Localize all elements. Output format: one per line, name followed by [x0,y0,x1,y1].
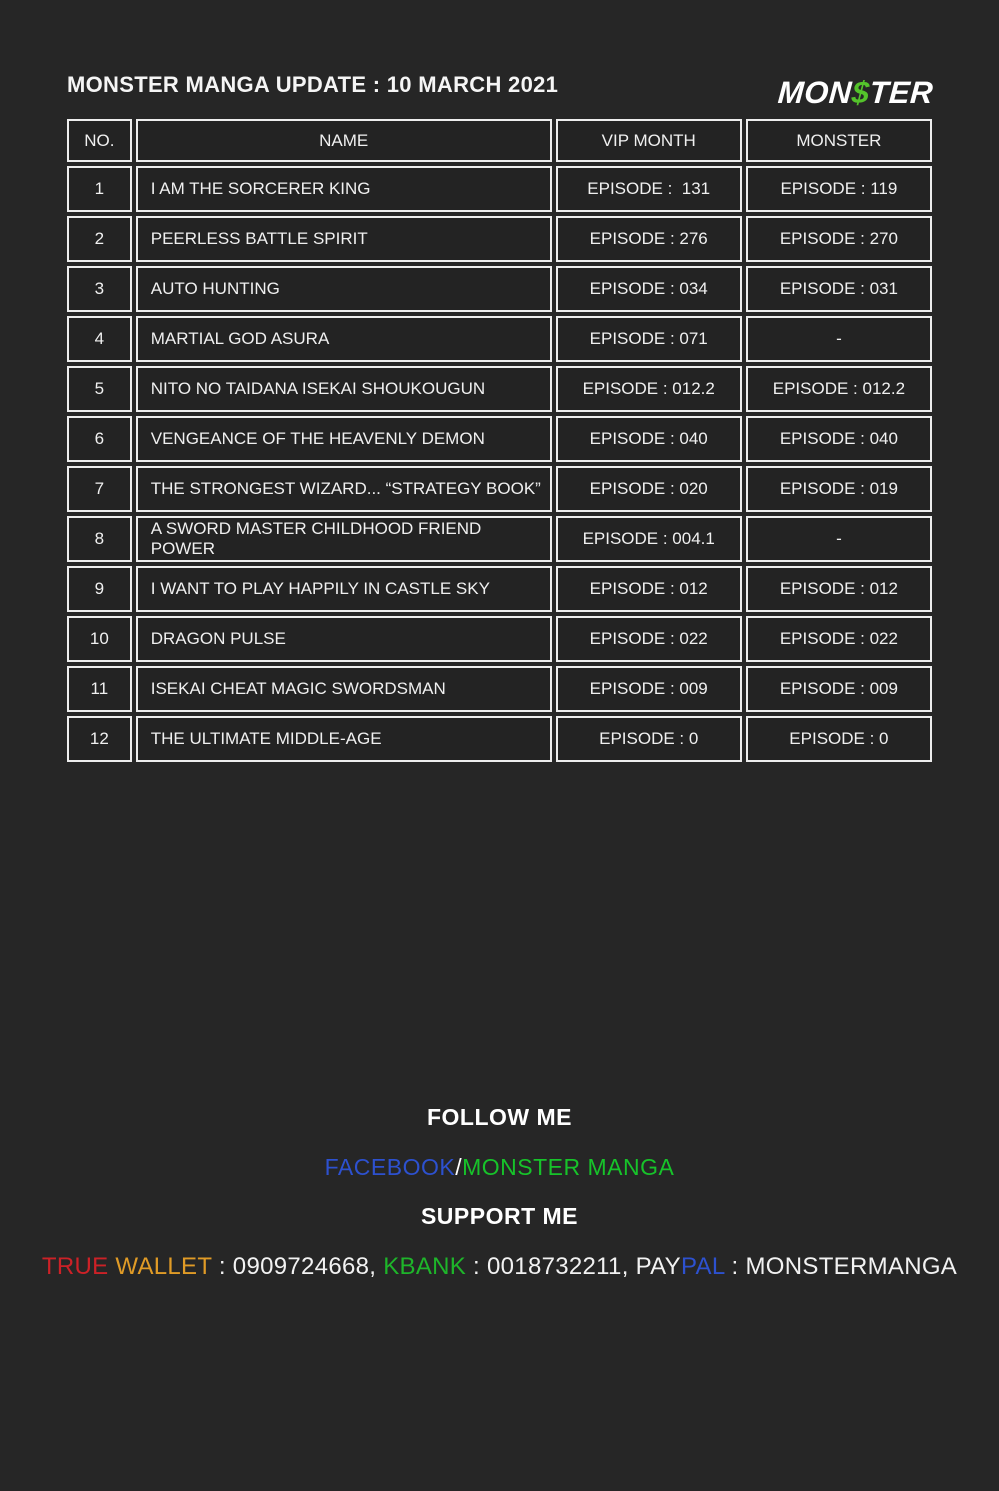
column-header-monster: MONSTER [745,119,932,162]
cell-name: VENGEANCE OF THE HEAVENLY DEMON [135,416,552,462]
table-row: 3 AUTO HUNTING EPISODE : 034 EPISODE : 0… [67,266,932,312]
footer: FOLLOW ME FACEBOOK/MONSTER MANGA SUPPORT… [0,1104,999,1281]
cell-no: 12 [67,716,132,762]
table-row: 4 MARTIAL GOD ASURA EPISODE : 071 - [67,316,932,362]
cell-monster: EPISODE : 119 [745,166,932,212]
cell-vip-month: EPISODE : 040 [555,416,742,462]
cell-monster: - [745,316,932,362]
page-title: MONSTER MANGA UPDATE : 10 MARCH 2021 [67,72,559,97]
table-row: 7 THE STRONGEST WIZARD... “STRATEGY BOOK… [67,466,932,512]
table-row: 8 A SWORD MASTER CHILDHOOD FRIEND POWER … [67,516,932,562]
manga-update-table: NO. NAME VIP MONTH MONSTER 1 I AM THE SO… [63,115,936,766]
cell-name: NITO NO TAIDANA ISEKAI SHOUKOUGUN [135,366,552,412]
cell-monster: EPISODE : 012 [745,566,932,612]
cell-monster: EPISODE : 019 [745,466,932,512]
cell-no: 11 [67,666,132,712]
cell-no: 7 [67,466,132,512]
cell-name: I WANT TO PLAY HAPPILY IN CASTLE SKY [135,566,552,612]
cell-no: 1 [67,166,132,212]
cell-no: 5 [67,366,132,412]
cell-no: 10 [67,616,132,662]
kbank-label: KBANK [383,1253,467,1280]
cell-monster: EPISODE : 040 [745,416,932,462]
cell-vip-month: EPISODE : 0 [555,716,742,762]
column-header-name: NAME [135,119,552,162]
cell-monster: - [745,516,932,562]
cell-monster: EPISODE : 270 [745,216,932,262]
cell-vip-month: EPISODE : 020 [555,466,742,512]
cell-vip-month: EPISODE : 071 [555,316,742,362]
cell-name: AUTO HUNTING [135,266,552,312]
cell-monster: EPISODE : 022 [745,616,932,662]
paypal-account: : MONSTERMANGA [724,1253,958,1280]
cell-name: A SWORD MASTER CHILDHOOD FRIEND POWER [135,516,552,562]
cell-monster: EPISODE : 0 [745,716,932,762]
cell-no: 9 [67,566,132,612]
cell-no: 6 [67,416,132,462]
cell-vip-month: EPISODE : 022 [555,616,742,662]
table-row: 10 DRAGON PULSE EPISODE : 022 EPISODE : … [67,616,932,662]
cell-name: MARTIAL GOD ASURA [135,316,552,362]
kbank-number: : 0018732211, PAY [466,1253,681,1280]
support-me-heading: SUPPORT ME [420,1203,579,1229]
cell-vip-month: EPISODE : 004.1 [555,516,742,562]
slash-separator: / [455,1154,463,1180]
table-row: 2 PEERLESS BATTLE SPIRIT EPISODE : 276 E… [67,216,932,262]
facebook-link: FACEBOOK [324,1154,456,1180]
cell-name: PEERLESS BATTLE SPIRIT [135,216,552,262]
cell-monster: EPISODE : 012.2 [745,366,932,412]
cell-no: 2 [67,216,132,262]
cell-vip-month: EPISODE : 131 [555,166,742,212]
cell-vip-month: EPISODE : 034 [555,266,742,312]
cell-vip-month: EPISODE : 009 [555,666,742,712]
cell-vip-month: EPISODE : 012.2 [555,366,742,412]
cell-monster: EPISODE : 031 [745,266,932,312]
cell-monster: EPISODE : 009 [745,666,932,712]
brand-logo: MON$TER [777,75,935,111]
true-wallet-label-part2: WALLET [115,1253,212,1280]
column-header-no: NO. [67,119,132,162]
cell-vip-month: EPISODE : 276 [555,216,742,262]
brand-logo-suffix: TER [868,75,935,110]
cell-no: 8 [67,516,132,562]
true-wallet-number: : 0909724668, [211,1253,384,1280]
table-row: 11 ISEKAI CHEAT MAGIC SWORDSMAN EPISODE … [67,666,932,712]
cell-vip-month: EPISODE : 012 [555,566,742,612]
cell-name: DRAGON PULSE [135,616,552,662]
brand-logo-prefix: MON [776,75,854,110]
payment-info-line: TRUE WALLET : 0909724668, KBANK : 001873… [0,1253,999,1281]
column-header-vip-month: VIP MONTH [555,119,742,162]
cell-name: THE STRONGEST WIZARD... “STRATEGY BOOK” [135,466,552,512]
table-row: 6 VENGEANCE OF THE HEAVENLY DEMON EPISOD… [67,416,932,462]
monster-manga-link: MONSTER MANGA [462,1154,675,1180]
table-row: 12 THE ULTIMATE MIDDLE-AGE EPISODE : 0 E… [67,716,932,762]
social-links-line: FACEBOOK/MONSTER MANGA [0,1154,999,1181]
cell-name: ISEKAI CHEAT MAGIC SWORDSMAN [135,666,552,712]
cell-no: 4 [67,316,132,362]
cell-name: THE ULTIMATE MIDDLE-AGE [135,716,552,762]
cell-no: 3 [67,266,132,312]
true-wallet-label-part1: TRUE [41,1253,116,1280]
paypal-label-part2: PAL [681,1253,725,1280]
table-row: 1 I AM THE SORCERER KING EPISODE : 131 E… [67,166,932,212]
table-row: 5 NITO NO TAIDANA ISEKAI SHOUKOUGUN EPIS… [67,366,932,412]
cell-name: I AM THE SORCERER KING [135,166,552,212]
table-row: 9 I WANT TO PLAY HAPPILY IN CASTLE SKY E… [67,566,932,612]
follow-me-heading: FOLLOW ME [426,1104,573,1130]
table-header-row: NO. NAME VIP MONTH MONSTER [67,119,932,162]
